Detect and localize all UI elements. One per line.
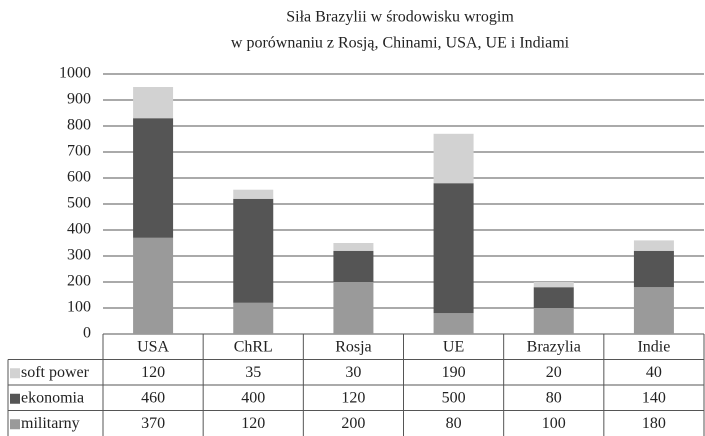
bar-segment: [533, 308, 574, 334]
table-value: 100: [542, 415, 566, 432]
bar-segment: [533, 287, 574, 308]
x-tick-label: Rosja: [335, 338, 371, 355]
x-tick-label: USA: [137, 338, 169, 355]
bar-segment: [233, 302, 274, 334]
y-tick-label: 300: [67, 247, 91, 264]
y-tick-label: 900: [67, 91, 91, 108]
bar-segment: [333, 250, 374, 282]
bar-segment: [433, 183, 474, 314]
legend-swatch: [10, 368, 20, 379]
table-value: 120: [241, 415, 265, 432]
table-value: 180: [642, 415, 666, 432]
bar-segment: [333, 243, 374, 251]
legend-label: soft power: [21, 364, 90, 381]
table-value: 30: [345, 364, 361, 381]
legend-swatch: [10, 419, 20, 430]
bar-segment: [133, 118, 174, 238]
table-value: 35: [245, 364, 261, 381]
y-tick-label: 700: [67, 143, 91, 160]
y-tick-label: 800: [67, 117, 91, 134]
x-tick-label: Indie: [637, 338, 670, 355]
bar-segment: [633, 287, 674, 334]
table-value: 370: [141, 415, 165, 432]
y-tick-label: 1000: [59, 65, 91, 82]
bar-segment: [633, 250, 674, 288]
x-tick-label: Brazylia: [527, 338, 581, 355]
legend-label: ekonomia: [21, 389, 84, 406]
bar-segment: [533, 282, 574, 288]
y-tick-label: 500: [67, 195, 91, 212]
y-tick-label: 600: [67, 169, 91, 186]
table-value: 120: [141, 364, 165, 381]
bar-segment: [233, 189, 274, 199]
y-tick-label: 100: [67, 299, 91, 316]
table-value: 400: [241, 389, 265, 406]
bar-segment: [133, 237, 174, 334]
x-tick-label: ChRL: [234, 338, 273, 355]
bar-segment: [433, 313, 474, 334]
bar-segment: [433, 133, 474, 184]
chart-title: Siła Brazylii w środowisku wrogim: [286, 9, 514, 26]
table-value: 120: [341, 389, 365, 406]
bar-segment: [133, 87, 174, 119]
x-tick-label: UE: [443, 338, 464, 355]
table-value: 140: [642, 389, 666, 406]
table-value: 20: [546, 364, 562, 381]
bar-segment: [233, 198, 274, 303]
bar-segment: [333, 282, 374, 334]
table-value: 80: [446, 415, 462, 432]
table-value: 500: [442, 389, 466, 406]
table-value: 460: [141, 389, 165, 406]
chart-subtitle: w porównaniu z Rosją, Chinami, USA, UE i…: [231, 35, 570, 52]
y-tick-label: 200: [67, 273, 91, 290]
legend-label: militarny: [21, 415, 80, 432]
table-value: 40: [646, 364, 662, 381]
y-tick-label: 0: [83, 325, 91, 342]
legend-swatch: [10, 393, 20, 404]
table-value: 190: [442, 364, 466, 381]
table-value: 200: [341, 415, 365, 432]
y-tick-label: 400: [67, 221, 91, 238]
table-value: 80: [546, 389, 562, 406]
bar-segment: [633, 240, 674, 251]
